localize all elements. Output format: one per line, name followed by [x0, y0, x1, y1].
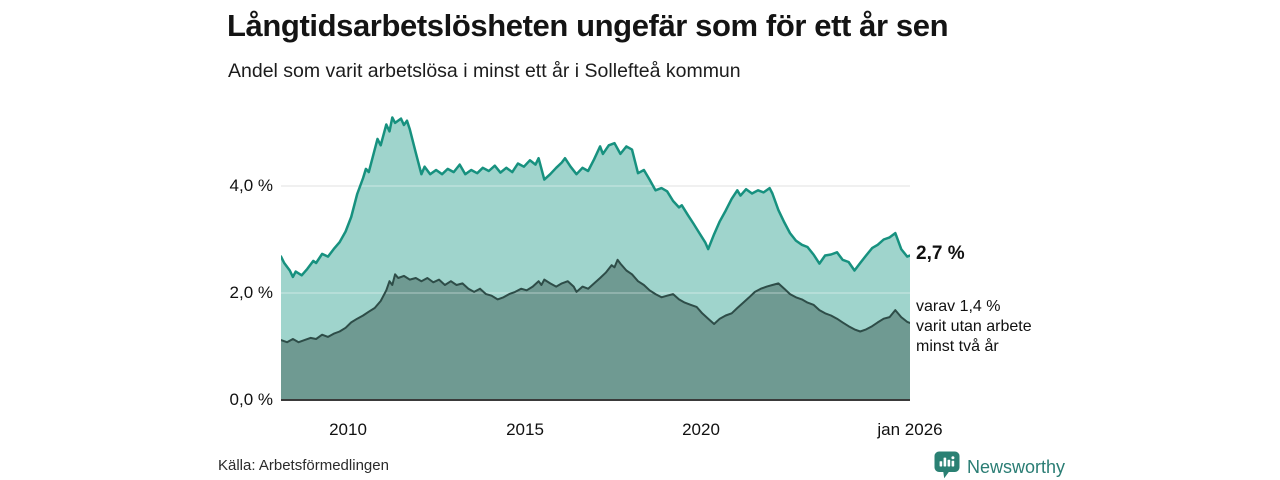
page-subtitle: Andel som varit arbetslösa i minst ett å… [228, 60, 741, 82]
source-note: Källa: Arbetsförmedlingen [218, 457, 389, 474]
end-label-detail-line3: minst två år [916, 338, 999, 355]
y-axis-label-4: 4,0 % [229, 176, 273, 195]
newsworthy-logo-text: Newsworthy [967, 457, 1066, 477]
x-axis-label-2015: 2015 [506, 420, 544, 439]
end-label-total: 2,7 % [916, 243, 965, 264]
y-axis-label-0: 0,0 % [229, 390, 273, 409]
x-axis-label-2010: 2010 [329, 420, 367, 439]
x-axis-label-jan-2026: jan 2026 [877, 420, 943, 439]
end-label-detail-line1: varav 1,4 % [916, 298, 1001, 315]
end-label-detail-line2: varit utan arbete [916, 318, 1032, 335]
y-axis-label-2: 2,0 % [229, 283, 273, 302]
newsworthy-logo: Newsworthy [934, 451, 1065, 480]
page-title: Långtidsarbetslösheten ungefär som för e… [227, 8, 949, 43]
x-axis-label-2020: 2020 [682, 420, 720, 439]
chart-area [279, 100, 912, 401]
end-label-detail: varav 1,4 % varit utan arbete minst två … [916, 297, 1032, 357]
newsworthy-logo-icon [934, 451, 960, 480]
